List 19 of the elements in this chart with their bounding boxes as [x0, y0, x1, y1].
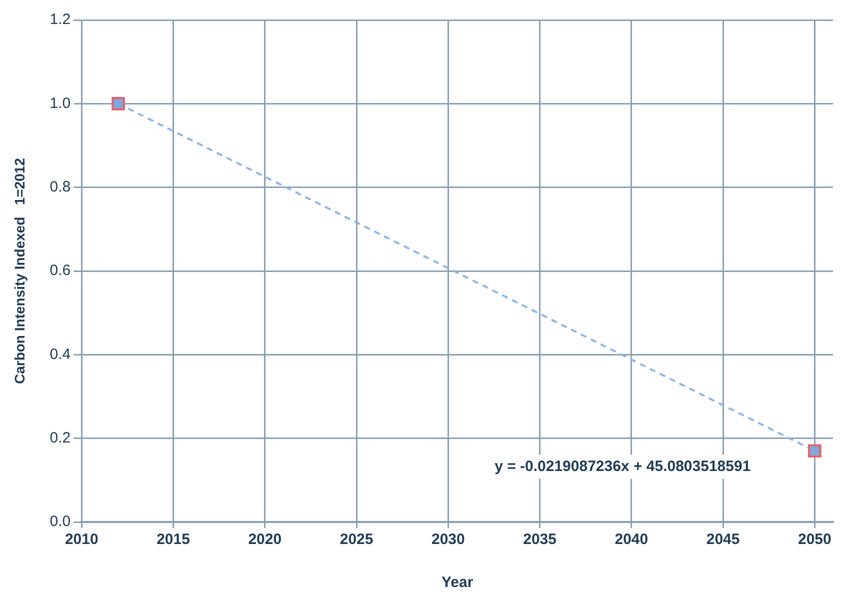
y-tick-label: 0.8 — [50, 178, 71, 196]
x-axis-title: Year — [441, 574, 474, 592]
x-tick-label: 2050 — [798, 531, 832, 548]
x-tick-label: 2040 — [614, 531, 648, 548]
y-tick-label: 0.6 — [50, 262, 71, 280]
x-tick-label: 2035 — [523, 531, 556, 548]
x-tick-label: 2045 — [706, 531, 740, 548]
x-tick-label: 2030 — [431, 531, 465, 548]
y-tick-label: 0.2 — [50, 429, 71, 446]
y-axis-title: Carbon Intensity Indexed 1=2012 — [11, 158, 28, 384]
y-tick-label: 1.2 — [50, 11, 71, 28]
x-tick-label: 2010 — [64, 531, 98, 548]
y-tick-label: 0.0 — [50, 513, 71, 530]
x-tick-label: 2025 — [340, 531, 374, 548]
y-tick-label: 0.4 — [50, 346, 71, 363]
y-tick-label: 1.0 — [50, 94, 71, 112]
x-tick-label: 2020 — [248, 531, 282, 548]
x-tick-label: 2015 — [156, 531, 190, 548]
annotation: y = -0.0219087236x + 45.0803518591 — [494, 458, 751, 475]
